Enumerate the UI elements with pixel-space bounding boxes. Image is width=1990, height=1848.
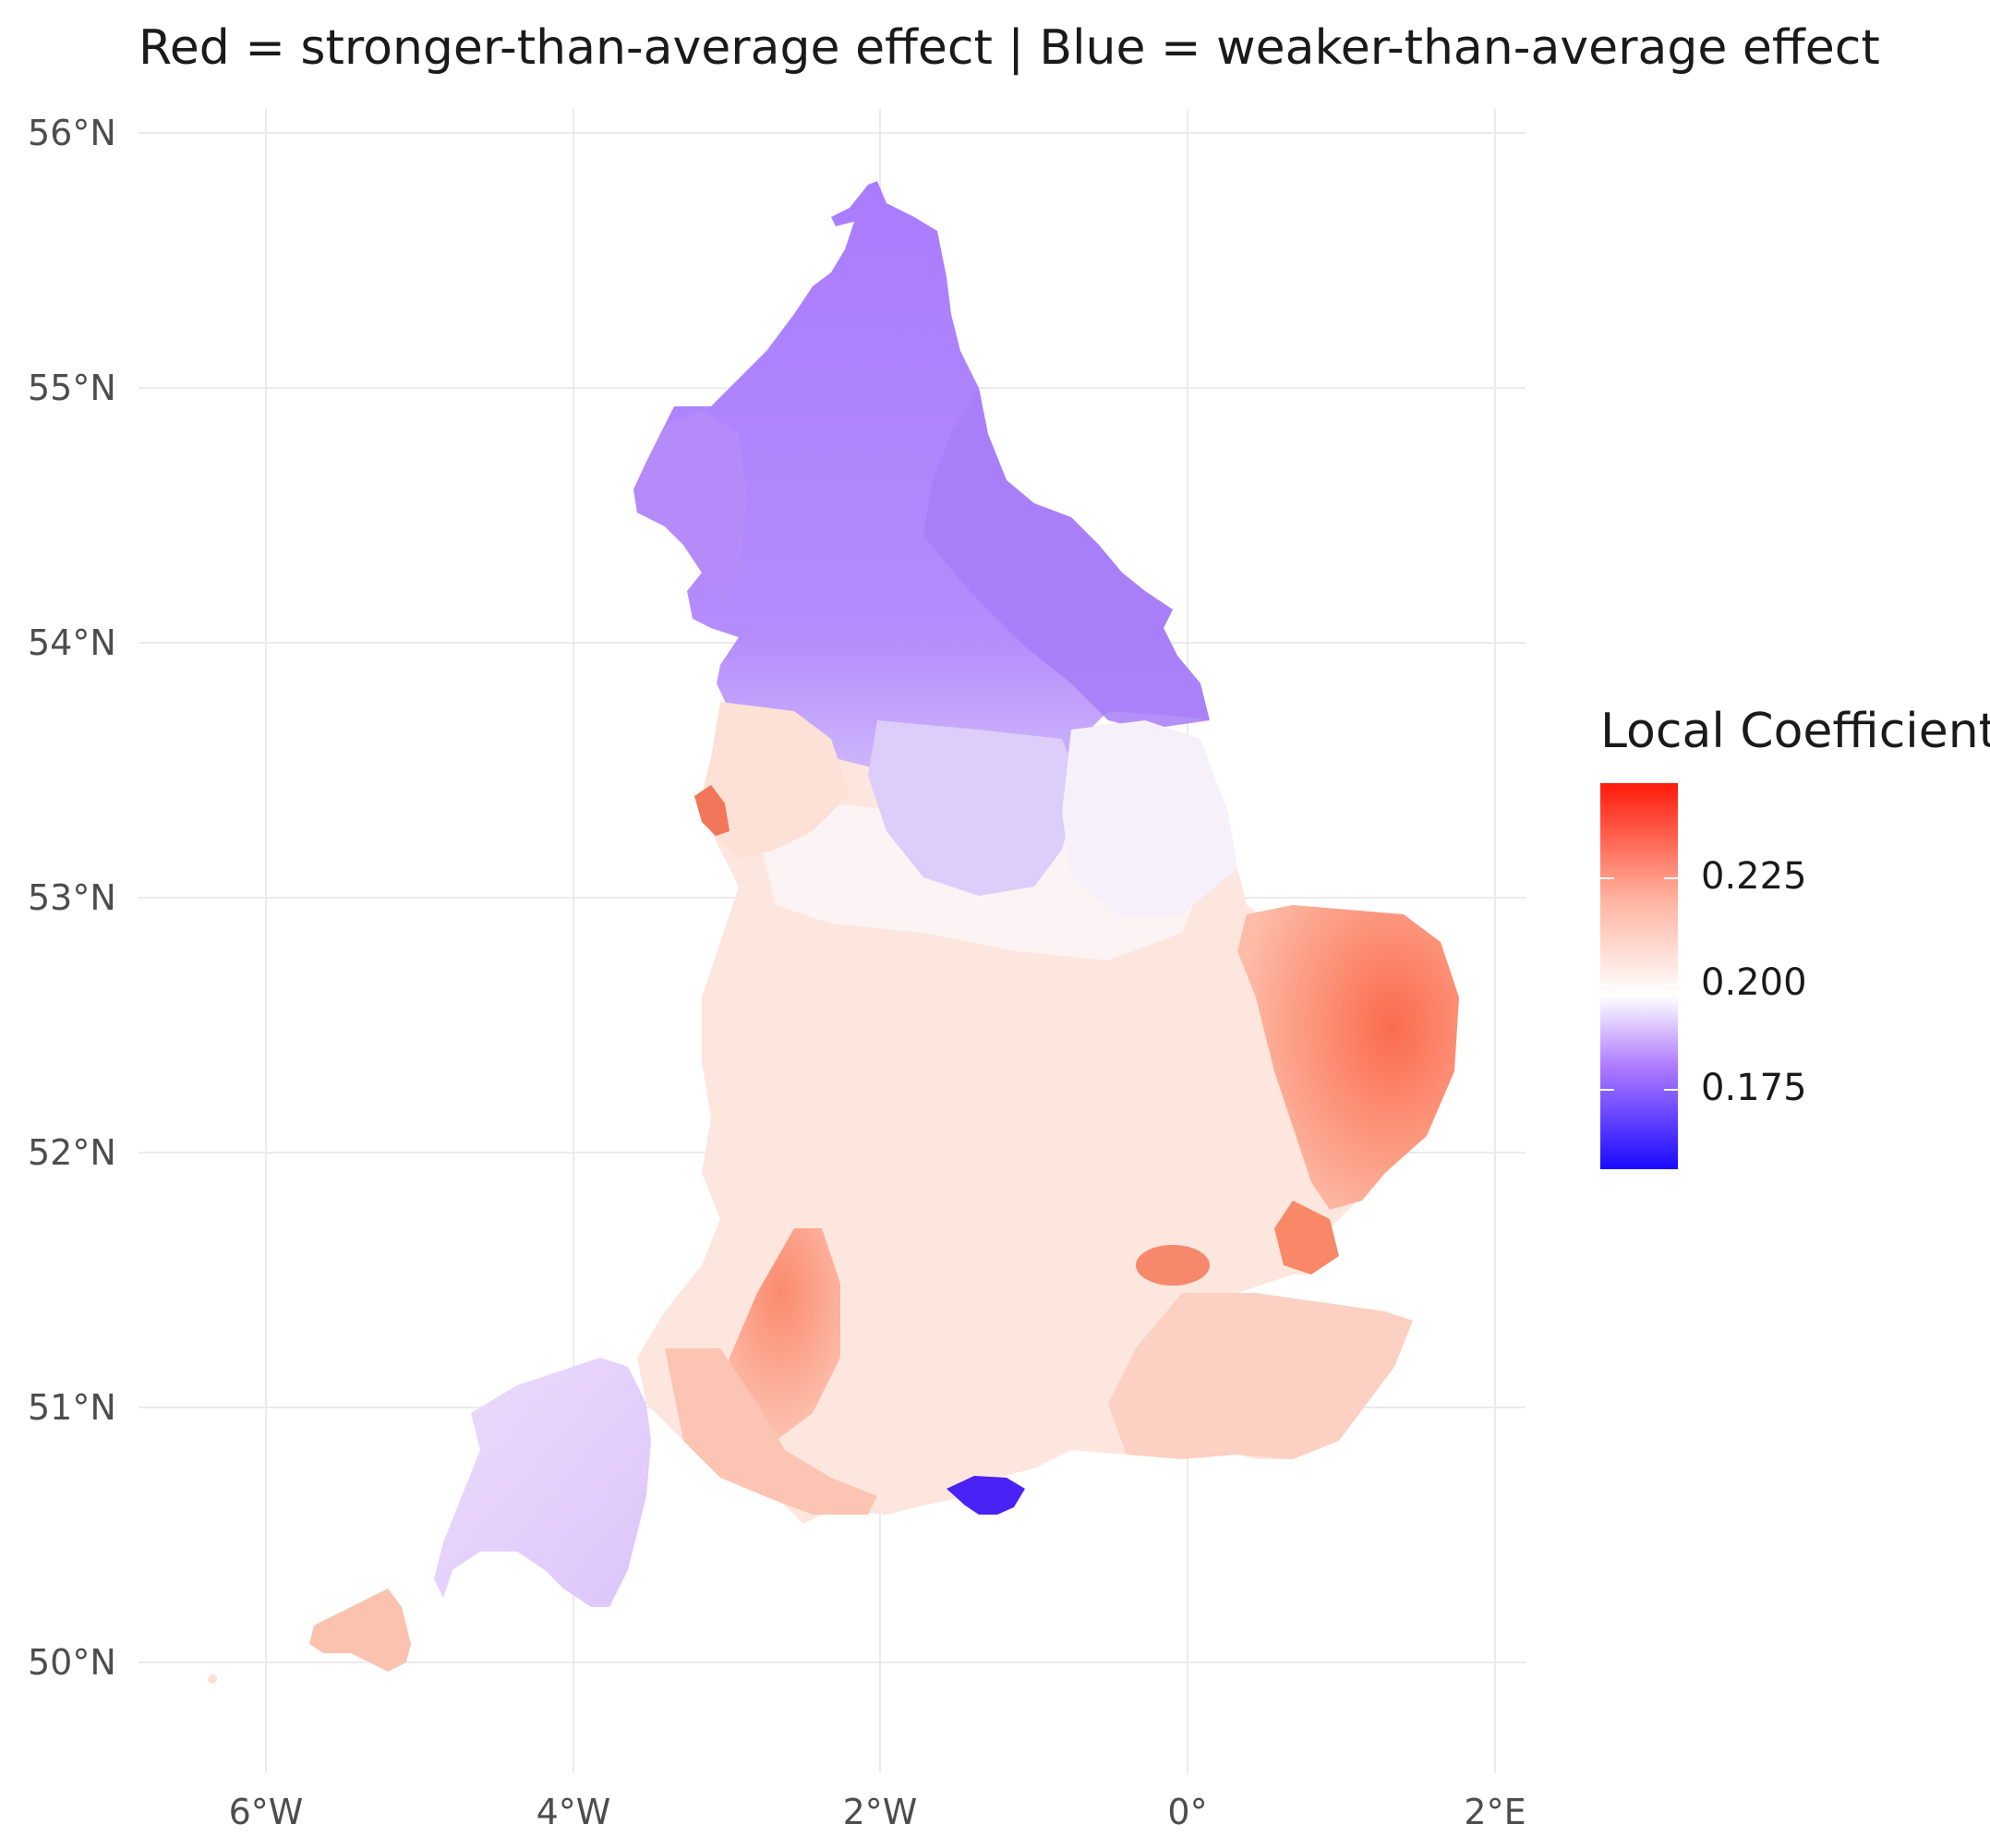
lat-tick-56n: 56°N xyxy=(28,113,116,153)
region-pennines xyxy=(868,720,1080,896)
region-scilly xyxy=(208,1674,217,1684)
lon-tick-6w: 6°W xyxy=(228,1792,304,1832)
lat-tick-51n: 51°N xyxy=(28,1387,116,1428)
region-lincolnshire xyxy=(1062,720,1237,914)
legend-label-0175: 0.175 xyxy=(1701,1067,1807,1109)
region-merseyside xyxy=(694,785,730,836)
region-cumbria xyxy=(633,411,748,600)
legend-title: Local Coefficient xyxy=(1600,704,1990,759)
region-somerset xyxy=(720,1228,840,1441)
legend-label-0225: 0.225 xyxy=(1701,855,1807,898)
lon-tick-2w: 2°W xyxy=(842,1792,918,1832)
lat-tick-53n: 53°N xyxy=(28,877,116,918)
region-cornwall xyxy=(309,1588,411,1672)
chart-title: Red = stronger-than-average effect | Blu… xyxy=(139,20,1880,76)
lon-tick-0: 0° xyxy=(1167,1792,1208,1832)
lon-tick-4w: 4°W xyxy=(536,1792,611,1832)
legend-colorbar xyxy=(1600,783,1678,1169)
lat-tick-50n: 50°N xyxy=(28,1642,116,1683)
region-east-anglia xyxy=(1237,905,1459,1210)
region-essex xyxy=(1274,1201,1339,1274)
lat-tick-52n: 52°N xyxy=(28,1132,116,1173)
legend-label-0200: 0.200 xyxy=(1701,961,1807,1004)
lon-tick-2e: 2°E xyxy=(1464,1792,1526,1832)
region-devon xyxy=(434,1358,651,1607)
region-dorset xyxy=(665,1348,877,1515)
region-isle-of-wight xyxy=(947,1476,1025,1515)
lat-tick-54n: 54°N xyxy=(28,622,116,663)
region-south-east xyxy=(1108,1293,1413,1459)
england-map xyxy=(208,181,1459,1684)
lat-tick-55n: 55°N xyxy=(28,368,116,408)
region-london xyxy=(1136,1245,1210,1286)
region-north-west xyxy=(702,702,850,859)
region-north-east-coast xyxy=(923,388,1210,730)
